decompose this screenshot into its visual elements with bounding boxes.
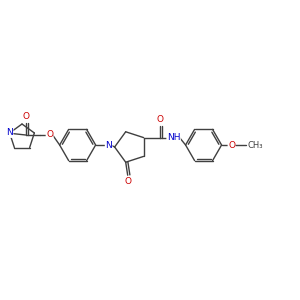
Text: O: O (156, 115, 163, 124)
Text: O: O (124, 177, 131, 186)
Text: O: O (46, 130, 53, 140)
Text: N: N (6, 128, 13, 137)
Text: N: N (105, 140, 112, 149)
Text: NH: NH (167, 133, 180, 142)
Text: O: O (22, 112, 29, 121)
Text: O: O (228, 140, 235, 149)
Text: CH₃: CH₃ (248, 140, 263, 149)
